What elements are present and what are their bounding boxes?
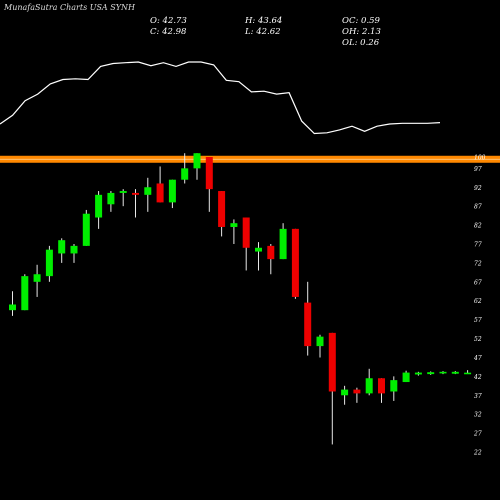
candle-up (230, 223, 238, 227)
candle-up (279, 228, 287, 260)
y-tick-label: 82 (474, 223, 482, 230)
candle-up (168, 179, 176, 203)
ohlc-oc: OC: 0.59 (342, 16, 380, 26)
candle-down (304, 302, 312, 347)
indicator-line (0, 61, 441, 135)
y-tick-label: 57 (474, 317, 482, 324)
candle-up (193, 153, 201, 169)
candle-down (218, 191, 226, 227)
y-tick-label: 52 (474, 336, 482, 343)
candle-down (156, 183, 164, 203)
candle-up (58, 240, 66, 254)
y-tick-label: 62 (474, 298, 482, 305)
chart-title: MunafaSutra Charts USA SYNH (4, 3, 135, 12)
candle-up (402, 372, 410, 383)
candle-down (267, 245, 275, 260)
y-tick-label: 27 (473, 431, 482, 438)
candle-down (291, 228, 299, 297)
y-tick-label: 22 (473, 450, 482, 457)
candle-up (181, 168, 189, 180)
y-tick-label: 37 (474, 393, 482, 400)
candle-up (439, 371, 447, 374)
candle-up (365, 378, 373, 394)
candle-up (255, 247, 262, 252)
candle-up (70, 245, 78, 254)
candle-down (242, 217, 250, 248)
candle-up (414, 372, 422, 375)
candle-down (205, 157, 213, 190)
candle-up (427, 372, 435, 375)
ohlc-low: L: 42.62 (245, 27, 281, 37)
y-tick-label: 42 (473, 374, 482, 381)
candle-up (45, 249, 53, 277)
y-tick-label: 100 (474, 155, 486, 162)
y-tick-label: 97 (474, 166, 482, 173)
candle-down (132, 192, 139, 195)
candle-up (119, 191, 127, 193)
y-tick-label: 32 (474, 412, 482, 419)
y-tick-label: 47 (473, 355, 482, 362)
candle-up (95, 194, 103, 218)
candle-down (378, 378, 385, 394)
candle-down (328, 332, 336, 392)
candle-up (33, 274, 41, 282)
candle-up (390, 380, 398, 392)
y-tick-label: 67 (474, 279, 482, 286)
candle-up (341, 389, 349, 396)
ohlc-open: O: 42.73 (150, 16, 187, 26)
ohlc-oh: OH: 2.13 (342, 27, 381, 37)
candle-up (21, 276, 29, 311)
ohlc-high: H: 43.64 (245, 16, 283, 26)
y-tick-label: 72 (474, 260, 482, 267)
candle-up (9, 304, 16, 311)
candle-up (464, 372, 472, 375)
y-tick-label: 77 (474, 241, 482, 248)
candle-up (451, 371, 459, 374)
candle-up (144, 187, 152, 195)
candle-up (82, 213, 90, 246)
candle-up (316, 336, 324, 347)
y-tick-label: 87 (474, 204, 482, 211)
candle-up (107, 192, 115, 205)
ohlc-ol: OL: 0.26 (342, 38, 380, 48)
y-tick-label: 92 (474, 185, 482, 192)
candle-down (353, 389, 361, 394)
ohlc-close: C: 42.98 (150, 27, 187, 37)
